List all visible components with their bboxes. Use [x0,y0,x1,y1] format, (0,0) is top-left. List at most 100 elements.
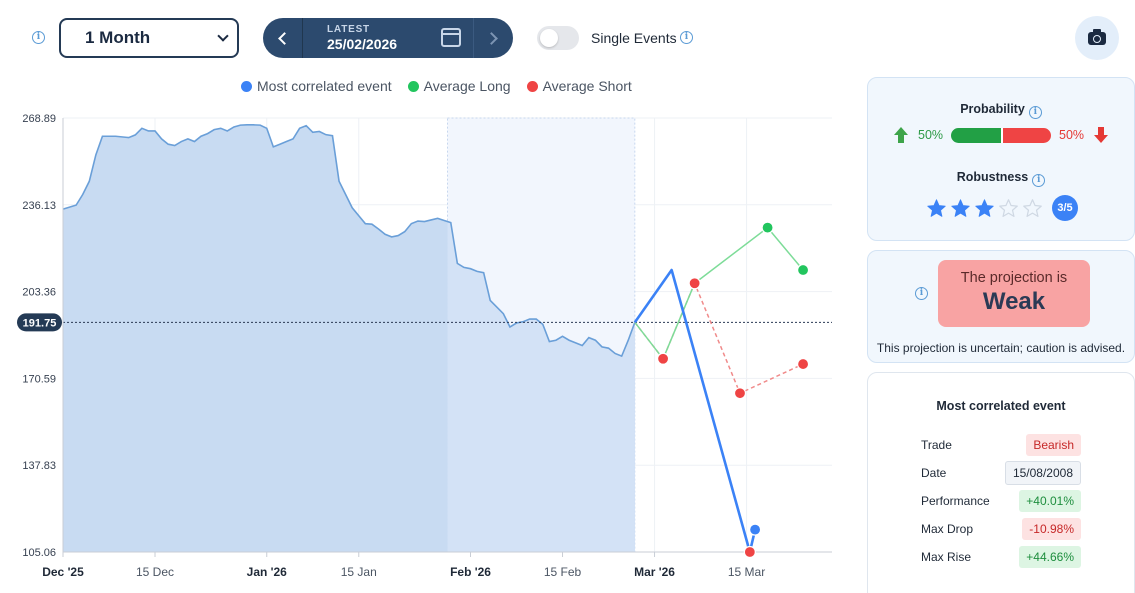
star-filled-icon [927,198,946,217]
x-tick-label: 15 Jan [341,565,377,579]
long-projection-point[interactable] [796,263,810,277]
price-line [62,124,636,358]
chart-legend: Most correlated event Average Long Avera… [241,78,632,94]
date-nav-label: LATEST [327,24,370,35]
next-date-button[interactable] [473,18,513,58]
star-empty-icon [999,198,1018,217]
probability-down-pct: 50% [1059,128,1085,142]
probability-bar-down [1001,127,1052,143]
robustness-stars: 3/5 [926,195,1078,221]
y-tick-label: 137.83 [22,460,56,472]
chevron-down-icon [217,30,229,42]
legend-item-short[interactable]: Average Short [526,78,632,94]
event-row: Trade Bearish [921,434,1081,456]
x-tick-label: 15 Feb [544,565,582,579]
event-row-label: Performance [921,494,990,508]
y-tick-label: 203.36 [22,287,56,299]
legend-label-short: Average Short [542,78,632,94]
short-projection-point[interactable] [733,387,747,400]
arrow-up-icon [894,127,908,143]
legend-dot-short [526,80,538,92]
event-row-value: Bearish [1026,434,1081,456]
short-projection-point[interactable] [688,277,701,290]
y-tick-label: 170.59 [22,373,56,385]
event-row: Max Rise +44.66% [921,546,1081,568]
event-row: Max Drop -10.98% [921,518,1081,540]
event-row-value: +40.01% [1019,490,1081,512]
calendar-icon[interactable] [441,28,461,47]
arrow-down-icon [1094,127,1109,143]
event-row-value: 15/08/2008 [1004,461,1081,485]
projection-info-icon[interactable]: i [915,287,928,300]
chevron-right-icon [485,31,498,45]
robustness-badge: 3/5 [1052,195,1078,221]
star-empty-icon [1023,198,1042,217]
long-projection-line [634,226,804,360]
star-filled-icon [975,198,994,217]
x-tick-label: Dec '25 [42,565,84,579]
event-row-label: Max Rise [921,550,972,564]
x-tick-label: 15 Mar [728,565,765,579]
event-row-label: Date [921,466,947,480]
probability-info-icon[interactable]: i [1028,106,1042,119]
event-row-value: +44.66% [1019,546,1081,568]
current-value-label: 191.75 [23,317,57,329]
event-row-label: Max Drop [921,522,974,536]
x-tick-label: Feb '26 [450,565,491,579]
single-events-info-icon[interactable]: i [680,31,693,44]
projection-panel: i The projection is Weak This projection… [867,250,1135,363]
price-chart[interactable]: 268.89 236.13 203.36 170.59 137.83 105.06 191.… [0,70,850,593]
short-projection-point[interactable] [656,352,670,365]
camera-icon [1088,28,1106,45]
event-projection-line [633,268,757,554]
projection-note: This projection is uncertain; caution is… [876,341,1126,355]
projection-strength: Weak [982,288,1046,315]
period-select-value: 1 Month [85,28,151,47]
x-tick-label: 15 Dec [136,565,174,579]
date-navigator: LATEST 25/02/2026 [263,18,513,58]
legend-dot-event [241,80,252,92]
probability-row: 50% 50% [894,127,1109,143]
robustness-info-icon[interactable]: i [1032,174,1046,187]
short-projection-line [634,282,804,394]
probability-title: Probability i [868,102,1134,119]
probability-bar-up [951,127,1002,143]
period-select[interactable]: 1 Month [59,18,239,58]
event-title: Most correlated event [936,399,1066,413]
long-projection-point[interactable] [761,221,774,234]
screenshot-button[interactable] [1075,16,1119,60]
y-tick-label: 268.89 [22,113,56,125]
x-tick-label: Jan '26 [247,565,288,579]
projection-label: The projection is [960,270,1068,286]
short-projection-point[interactable] [796,357,810,371]
single-events-label: Single Events [591,30,677,46]
event-row: Date 15/08/2008 [921,461,1081,485]
probability-up-pct: 50% [918,128,944,142]
x-tick-label: Mar '26 [634,565,675,579]
robustness-title-text: Robustness [956,170,1029,184]
legend-dot-long [407,80,419,92]
toggle-knob [540,29,558,47]
chevron-left-icon [278,31,291,45]
projection-strength-box: The projection is Weak [938,260,1090,327]
correlated-event-panel: Most correlated event Trade Bearish Date 15… [867,372,1135,593]
period-info-icon[interactable]: i [32,31,45,44]
robustness-title: Robustness i [868,170,1134,187]
y-tick-label: 236.13 [22,200,56,212]
probability-panel: Probability i 50% 50% Robustness i 3/5 [867,77,1135,241]
y-tick-label: 105.06 [22,547,56,559]
event-row-value: -10.98% [1022,518,1081,540]
event-row: Performance +40.01% [921,490,1081,512]
current-value-badge [17,313,62,332]
single-events-toggle[interactable] [537,26,579,50]
event-projection-point[interactable] [743,545,756,559]
event-projection-point[interactable] [748,523,762,536]
legend-item-long[interactable]: Average Long [407,78,511,94]
legend-label-event: Most correlated event [257,78,392,94]
previous-date-button[interactable] [263,18,303,58]
probability-title-text: Probability [960,102,1025,116]
legend-item-event[interactable]: Most correlated event [241,78,392,94]
event-row-label: Trade [921,438,952,452]
current-date[interactable]: 25/02/2026 [327,36,398,52]
star-filled-icon [951,198,970,217]
